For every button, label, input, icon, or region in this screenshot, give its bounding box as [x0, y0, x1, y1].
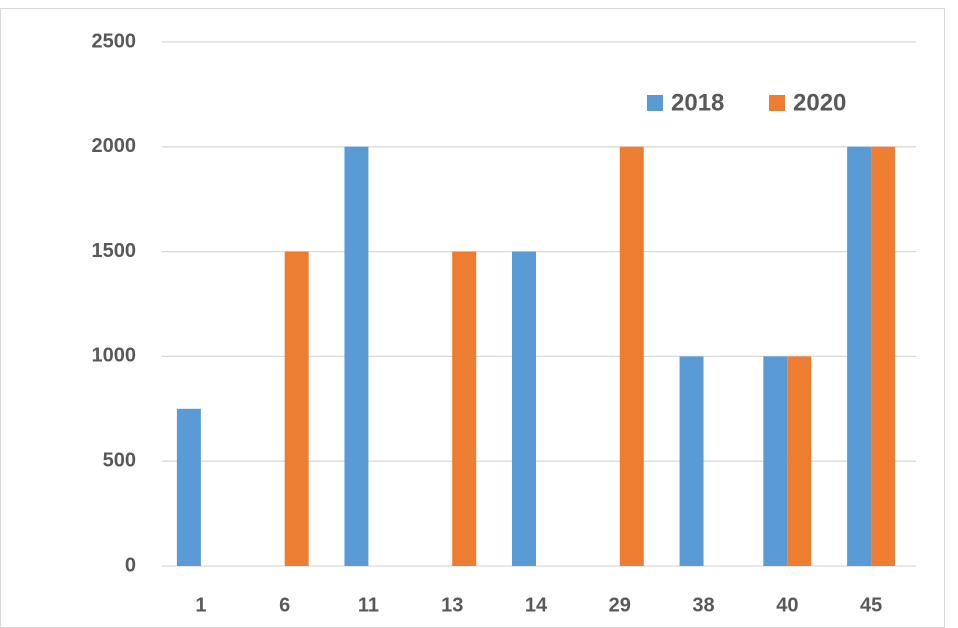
legend-label: 2018	[671, 89, 724, 116]
legend-label: 2020	[793, 89, 846, 116]
y-tick-label: 2000	[92, 135, 137, 157]
x-tick-label: 13	[441, 594, 463, 616]
x-tick-label: 29	[609, 594, 631, 616]
legend-swatch	[769, 95, 785, 111]
y-tick-label: 1000	[92, 345, 137, 367]
legend-swatch	[647, 95, 663, 111]
y-tick-label: 2500	[92, 30, 137, 52]
bar	[679, 356, 704, 566]
x-tick-label: 1	[195, 594, 206, 616]
bar	[619, 146, 644, 567]
x-tick-label: 40	[776, 594, 798, 616]
x-tick-label: 38	[692, 594, 714, 616]
y-tick-label: 1500	[92, 240, 137, 262]
bar	[847, 146, 872, 567]
x-tick-label: 45	[860, 594, 882, 616]
bar	[787, 356, 812, 566]
x-tick-label: 11	[358, 594, 379, 616]
bar	[452, 251, 477, 566]
y-tick-label: 500	[103, 449, 136, 471]
bar	[512, 251, 536, 566]
bar	[344, 146, 369, 567]
y-tick-label: 0	[125, 554, 136, 576]
x-tick-label: 6	[279, 594, 290, 616]
bar	[763, 356, 788, 566]
x-tick-label: 14	[525, 594, 548, 616]
bar	[176, 408, 201, 566]
bar	[871, 146, 896, 567]
bar	[284, 251, 309, 566]
